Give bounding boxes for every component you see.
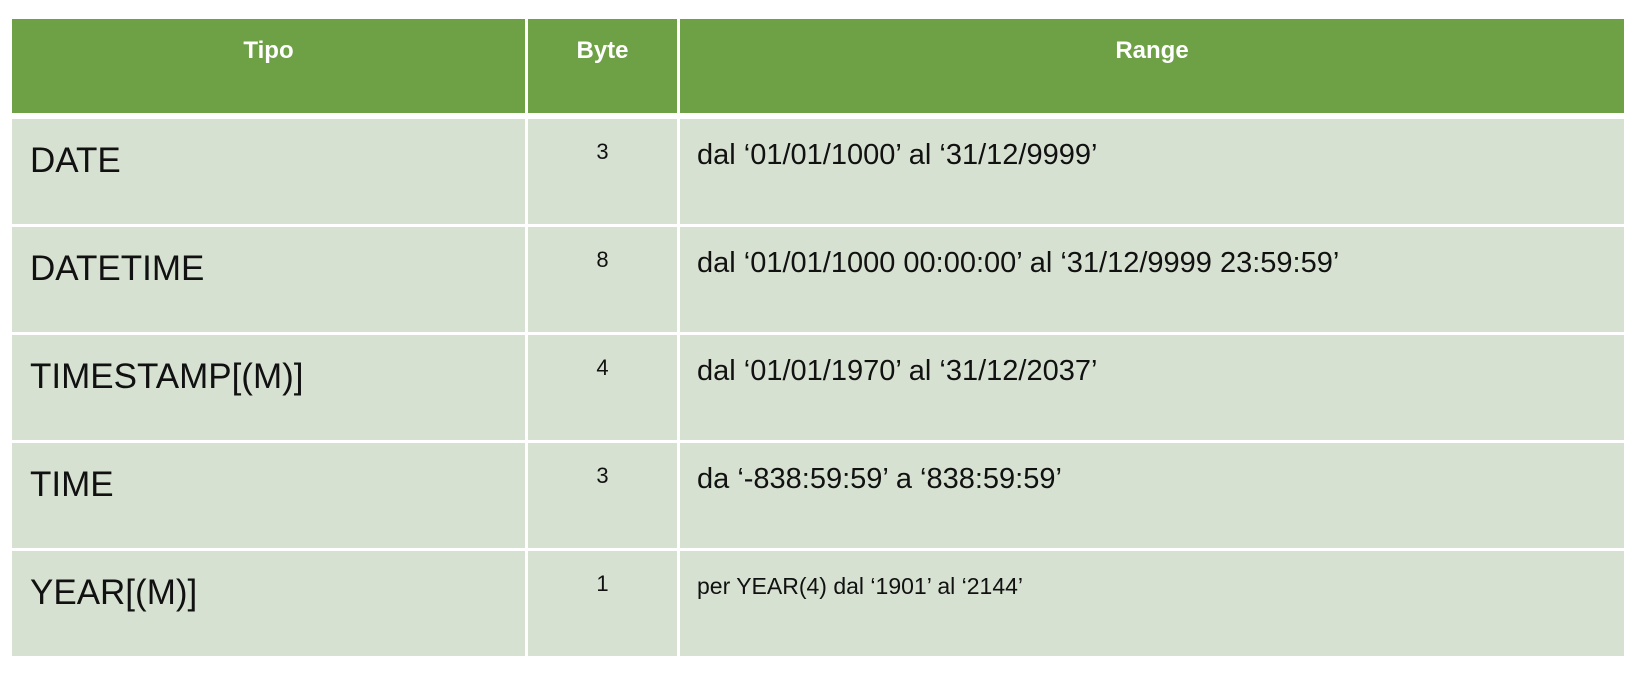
cell-byte: 3 [528,443,680,551]
cell-range: dal ‘01/01/1000 00:00:00’ al ‘31/12/9999… [680,227,1624,335]
header-byte: Byte [528,19,680,119]
date-types-table: Tipo Byte Range DATE 3 dal ‘01/01/1000’ … [12,19,1624,659]
table-row: DATETIME 8 dal ‘01/01/1000 00:00:00’ al … [12,227,1624,335]
table-row: TIME 3 da ‘-838:59:59’ a ‘838:59:59’ [12,443,1624,551]
header-tipo: Tipo [12,19,528,119]
cell-byte: 8 [528,227,680,335]
cell-tipo: TIMESTAMP[(M)] [12,335,528,443]
table-row: DATE 3 dal ‘01/01/1000’ al ‘31/12/9999’ [12,119,1624,227]
cell-range: da ‘-838:59:59’ a ‘838:59:59’ [680,443,1624,551]
table-row: TIMESTAMP[(M)] 4 dal ‘01/01/1970’ al ‘31… [12,335,1624,443]
table-header-row: Tipo Byte Range [12,19,1624,119]
cell-range: dal ‘01/01/1970’ al ‘31/12/2037’ [680,335,1624,443]
header-range: Range [680,19,1624,119]
cell-byte: 1 [528,551,680,659]
cell-tipo: YEAR[(M)] [12,551,528,659]
cell-tipo: TIME [12,443,528,551]
cell-byte: 4 [528,335,680,443]
cell-tipo: DATETIME [12,227,528,335]
cell-range: per YEAR(4) dal ‘1901’ al ‘2144’ [680,551,1624,659]
cell-range: dal ‘01/01/1000’ al ‘31/12/9999’ [680,119,1624,227]
cell-byte: 3 [528,119,680,227]
cell-tipo: DATE [12,119,528,227]
table-row: YEAR[(M)] 1 per YEAR(4) dal ‘1901’ al ‘2… [12,551,1624,659]
